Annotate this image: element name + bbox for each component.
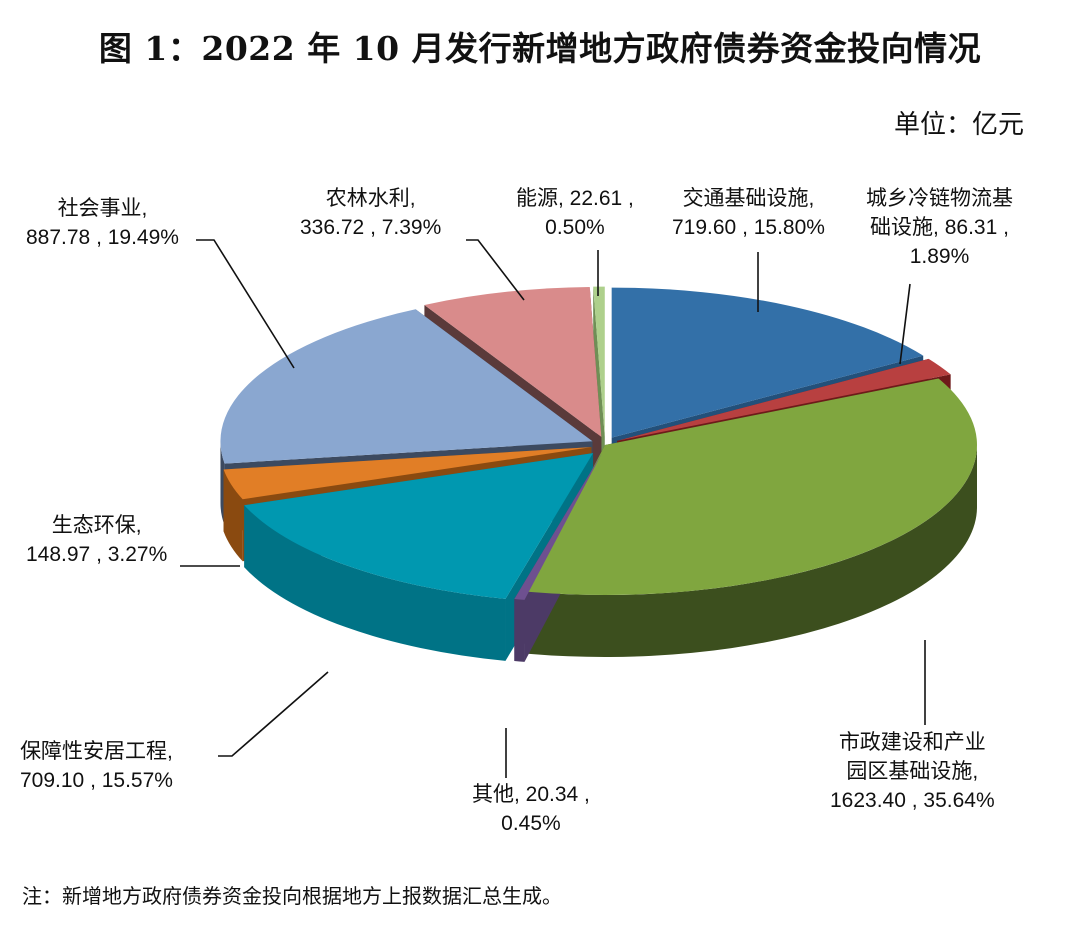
label-municipal: 市政建设和产业 园区基础设施, 1623.40 , 35.64%: [830, 728, 995, 815]
label-eco-name: 生态环保,: [51, 514, 142, 537]
label-municipal-name1: 市政建设和产业: [838, 731, 986, 754]
label-coldchain-pct: 1.89%: [909, 245, 970, 268]
label-other-pct: 0.45%: [501, 812, 561, 835]
label-agri-name: 农林水利,: [325, 187, 416, 210]
leader-line: [466, 239, 525, 301]
label-agri: 农林水利, 336.72 , 7.39%: [300, 184, 441, 242]
slice-7: [424, 286, 602, 437]
leader-line: [899, 283, 911, 365]
label-other-name: 其他, 20.34 ,: [472, 783, 590, 806]
slice-3: [514, 453, 602, 600]
slice-2: [527, 378, 978, 595]
label-municipal-name2: 园区基础设施,: [846, 760, 979, 783]
slice-6: [220, 309, 593, 464]
slice-side-wall: [220, 441, 225, 526]
footnote: 注：新增地方政府债券资金投向根据地方上报数据汇总生成。: [22, 884, 562, 908]
label-transport-name: 交通基础设施,: [682, 187, 815, 210]
label-housing: 保障性安居工程, 709.10 , 15.57%: [20, 737, 173, 795]
unit-label: 单位：亿元: [893, 110, 1024, 140]
label-social-value: 887.78 , 19.49%: [26, 226, 179, 249]
label-other: 其他, 20.34 , 0.45%: [472, 780, 590, 838]
slice-cut-face: [593, 286, 605, 499]
label-energy-pct: 0.50%: [545, 216, 605, 239]
label-housing-name: 保障性安居工程,: [20, 740, 173, 763]
label-coldchain: 城乡冷链物流基 础设施, 86.31 , 1.89%: [866, 184, 1013, 271]
chart-title: 图 1：2022 年 10 月发行新增地方政府债券资金投向情况: [98, 29, 982, 68]
leader-line: [196, 239, 295, 369]
label-energy: 能源, 22.61 , 0.50%: [516, 184, 634, 242]
slice-0: [611, 287, 924, 438]
slice-4: [244, 453, 594, 599]
slice-side-wall: [223, 469, 243, 562]
label-coldchain-name: 城乡冷链物流基: [866, 187, 1013, 210]
leader-line: [218, 671, 329, 757]
label-transport: 交通基础设施, 719.60 , 15.80%: [672, 184, 825, 242]
label-municipal-value: 1623.40 , 35.64%: [830, 789, 995, 812]
slice-5: [223, 447, 592, 500]
label-eco: 生态环保, 148.97 , 3.27%: [26, 511, 167, 569]
label-agri-value: 336.72 , 7.39%: [300, 216, 442, 239]
label-eco-value: 148.97 , 3.27%: [26, 543, 168, 566]
slice-side-wall: [514, 598, 525, 662]
label-transport-value: 719.60 , 15.80%: [672, 216, 825, 239]
slice-8: [593, 286, 605, 437]
label-energy-name: 能源, 22.61 ,: [516, 187, 634, 210]
label-housing-value: 709.10 , 15.57%: [20, 769, 173, 792]
label-social-name: 社会事业,: [57, 197, 148, 220]
label-coldchain-value: 础设施, 86.31 ,: [870, 216, 1009, 239]
slice-1: [617, 358, 951, 441]
label-social: 社会事业, 887.78 , 19.49%: [26, 194, 179, 252]
slice-side-wall: [527, 445, 977, 657]
slice-side-wall: [244, 505, 506, 661]
